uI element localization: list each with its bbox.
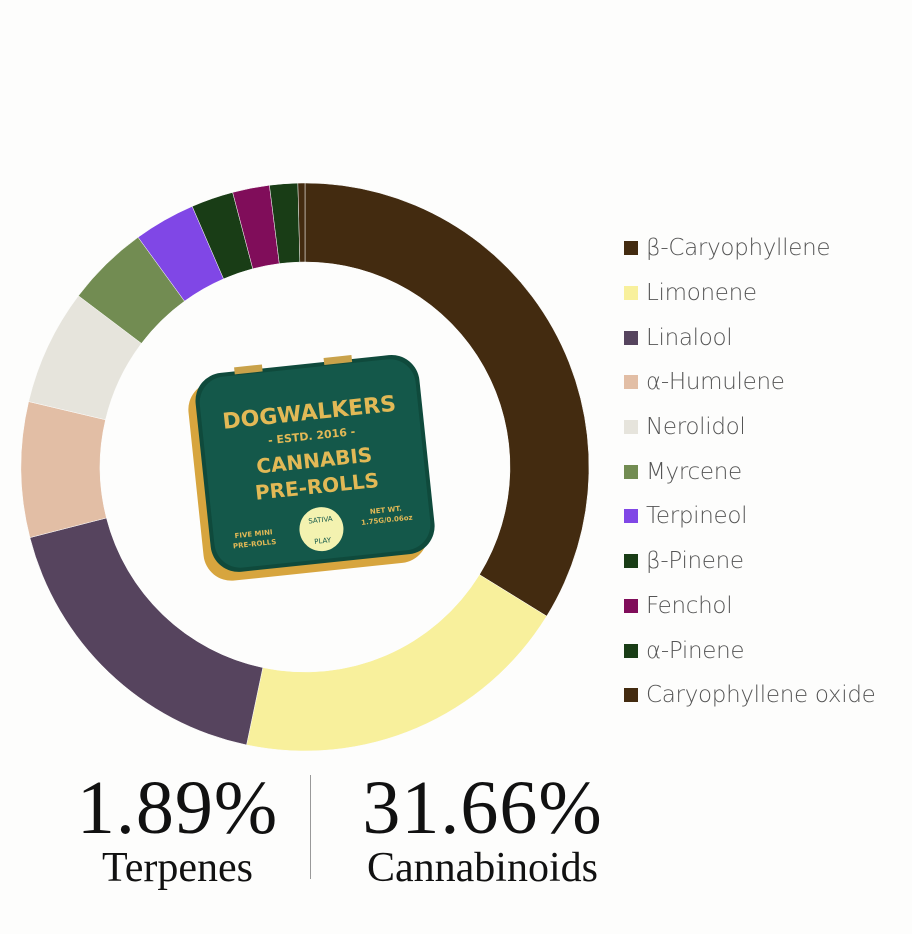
terpenes-value: 1.89%	[76, 766, 279, 850]
legend-swatch	[624, 554, 638, 569]
donut-slice-10[interactable]	[297, 182, 306, 263]
legend-swatch	[624, 241, 638, 256]
donut-slice-0[interactable]	[304, 182, 590, 617]
right-note-1: NET WT.	[370, 505, 403, 516]
legend-item[interactable]: α-Humulene	[624, 360, 875, 405]
legend-label: α-Humulene	[646, 369, 785, 396]
badge-top: SATIVA	[308, 515, 333, 526]
legend-swatch	[624, 688, 638, 703]
legend-item[interactable]: Limonene	[624, 271, 875, 316]
legend-item[interactable]: Linalool	[624, 315, 875, 360]
legend-label: Nerolidol	[646, 414, 746, 441]
terpene-donut-chart	[20, 182, 590, 752]
legend-swatch	[624, 643, 638, 658]
cannabinoids-stat: 31.66% Cannabinoids	[345, 770, 620, 890]
legend-item[interactable]: Myrcene	[624, 449, 875, 494]
legend-swatch	[624, 509, 638, 524]
stat-divider	[310, 775, 311, 879]
legend-label: β-Caryophyllene	[646, 235, 831, 262]
terpenes-label: Terpenes	[102, 845, 253, 891]
chart-legend: β-Caryophyllene Limonene Linalool α-Humulen…	[624, 226, 876, 718]
legend-item[interactable]: Caryophyllene oxide	[624, 673, 876, 718]
legend-item[interactable]: Fenchol	[624, 584, 875, 629]
legend-label: Myrcene	[646, 458, 742, 485]
legend-item[interactable]: β-Caryophyllene	[624, 226, 875, 271]
legend-swatch	[624, 598, 638, 613]
left-note-1: FIVE MINI	[234, 528, 273, 540]
legend-label: α-Pinene	[646, 637, 745, 664]
legend-swatch	[624, 375, 638, 390]
terpenes-stat: 1.89% Terpenes	[70, 770, 285, 890]
donut-slice-1[interactable]	[246, 574, 548, 752]
legend-label: Fenchol	[646, 592, 733, 619]
legend-swatch	[624, 286, 638, 301]
legend-item[interactable]: Terpineol	[624, 494, 875, 539]
legend-label: Linalool	[646, 324, 733, 351]
product-image: DOGWALKERS - ESTD. 2016 - CANNABIS PRE-R…	[185, 350, 435, 585]
badge-bottom: PLAY	[314, 536, 332, 546]
legend-swatch	[624, 330, 638, 345]
legend-item[interactable]: Nerolidol	[624, 405, 875, 450]
legend-item[interactable]: β-Pinene	[624, 539, 875, 584]
legend-label: Caryophyllene oxide	[646, 682, 876, 709]
legend-swatch	[624, 420, 638, 435]
legend-item[interactable]: α-Pinene	[624, 628, 875, 673]
legend-label: Terpineol	[646, 503, 748, 530]
legend-label: β-Pinene	[646, 548, 744, 575]
donut-slice-3[interactable]	[20, 401, 107, 538]
cannabinoids-value: 31.66%	[362, 766, 603, 850]
legend-label: Limonene	[646, 280, 757, 307]
cannabinoids-label: Cannabinoids	[367, 845, 598, 891]
legend-swatch	[624, 464, 638, 479]
